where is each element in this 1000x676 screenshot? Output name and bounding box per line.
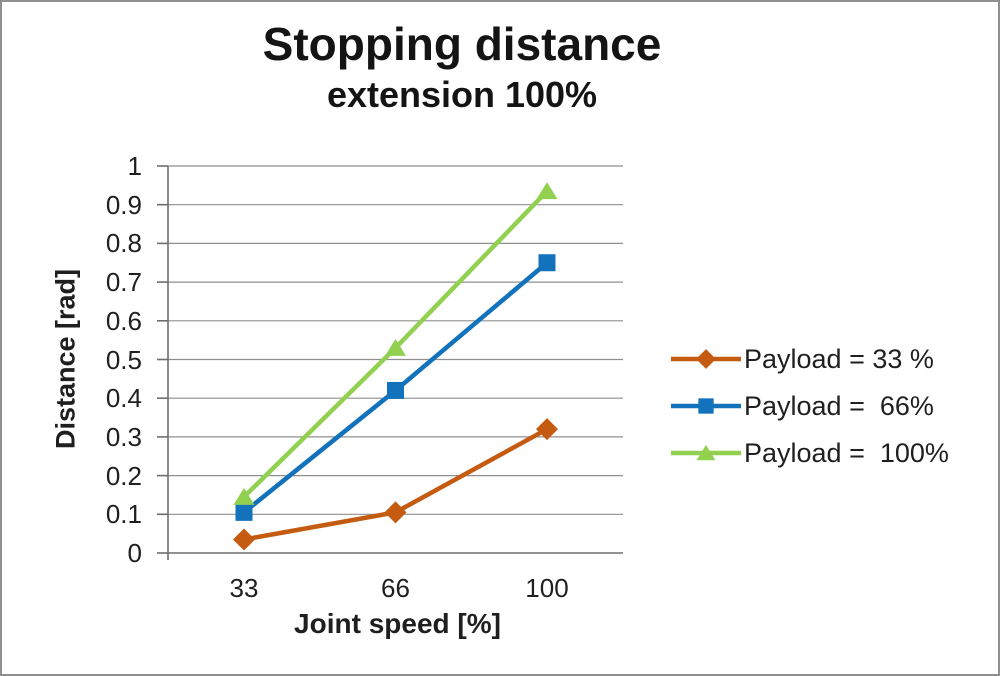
y-tick-label: 0.2 [105, 460, 142, 491]
x-axis-title: Joint speed [%] [294, 608, 501, 639]
y-tick-label: 0.1 [105, 499, 142, 530]
triangle-marker [233, 487, 255, 505]
legend-sample-line [671, 398, 741, 414]
y-tick-label: 0.4 [105, 383, 142, 414]
diamond-marker [696, 349, 716, 369]
legend-sample-line [671, 349, 741, 369]
x-tick-label: 66 [381, 573, 410, 603]
legend-label: Payload = 100% [744, 437, 949, 468]
legend-item-1: Payload = 66% [670, 391, 949, 421]
y-tick-label: 0.6 [105, 305, 142, 336]
legend-sample-line [671, 444, 741, 461]
chart-title-block: Stopping distance extension 100% [2, 18, 922, 115]
diamond-marker [233, 528, 255, 551]
y-tick-label: 0.9 [105, 189, 142, 220]
chart-subtitle: extension 100% [326, 73, 598, 115]
legend-label: Payload = 66% [744, 390, 934, 421]
square-marker [538, 254, 556, 272]
triangle-marker [536, 182, 558, 200]
x-tick-label: 33 [229, 573, 259, 603]
square-marker [387, 381, 404, 399]
legend-item-2: Payload = 100% [670, 438, 949, 468]
y-tick-label: 1 [127, 151, 142, 181]
chart-title: Stopping distance [262, 18, 662, 70]
y-tick-label: 0.5 [105, 344, 142, 375]
legend-item-0: Payload = 33 % [670, 344, 949, 374]
legend-label: Payload = 33 % [744, 343, 934, 374]
diamond-marker [536, 418, 558, 441]
y-tick-label: 0.7 [105, 267, 142, 298]
square-marker [235, 503, 253, 521]
diamond-marker [384, 501, 407, 524]
triangle-marker [696, 444, 716, 461]
legend: Payload = 33 % Payload = 66% Payload = 100… [670, 344, 949, 485]
triangle-marker [385, 338, 406, 356]
y-tick-label: 0 [127, 538, 142, 568]
square-marker [698, 398, 714, 414]
y-tick-label: 0.3 [105, 421, 142, 452]
y-tick-label: 0.8 [105, 228, 142, 259]
x-tick-label: 100 [525, 573, 569, 603]
plot-area [157, 165, 623, 560]
